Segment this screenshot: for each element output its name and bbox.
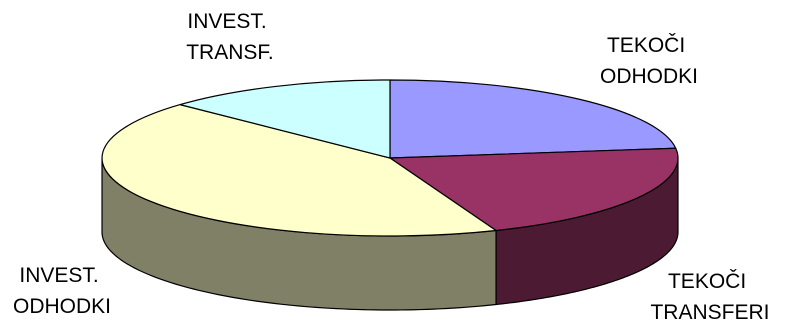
slice-invest-odhodki xyxy=(101,104,497,237)
slice-invest-transf xyxy=(179,79,391,159)
pie-top-faces xyxy=(101,79,679,237)
label-line: INVEST. xyxy=(187,10,266,33)
label-line: TEKOČI xyxy=(607,34,685,57)
label-line: TEKOČI xyxy=(668,270,746,293)
slice-tekoci-odhodki xyxy=(389,79,677,159)
label-line: INVEST. xyxy=(19,264,98,287)
label-line: TRANSF. xyxy=(186,41,274,64)
label-line: ODHODKI xyxy=(13,295,111,318)
label-tekoci-transferi: TEKOČI TRANSFERI xyxy=(650,270,769,324)
label-line: TRANSFERI xyxy=(650,301,769,324)
label-invest-transf: INVEST. TRANSF. xyxy=(186,10,274,64)
label-line: ODHODKI xyxy=(600,65,698,88)
slice-tekoci-transferi xyxy=(389,147,679,232)
label-tekoci-odhodki: TEKOČI ODHODKI xyxy=(600,34,698,88)
slice-labels: TEKOČI ODHODKI TEKOČI TRANSFERI INVEST. … xyxy=(13,10,770,324)
label-invest-odhodki: INVEST. ODHODKI xyxy=(13,264,111,318)
